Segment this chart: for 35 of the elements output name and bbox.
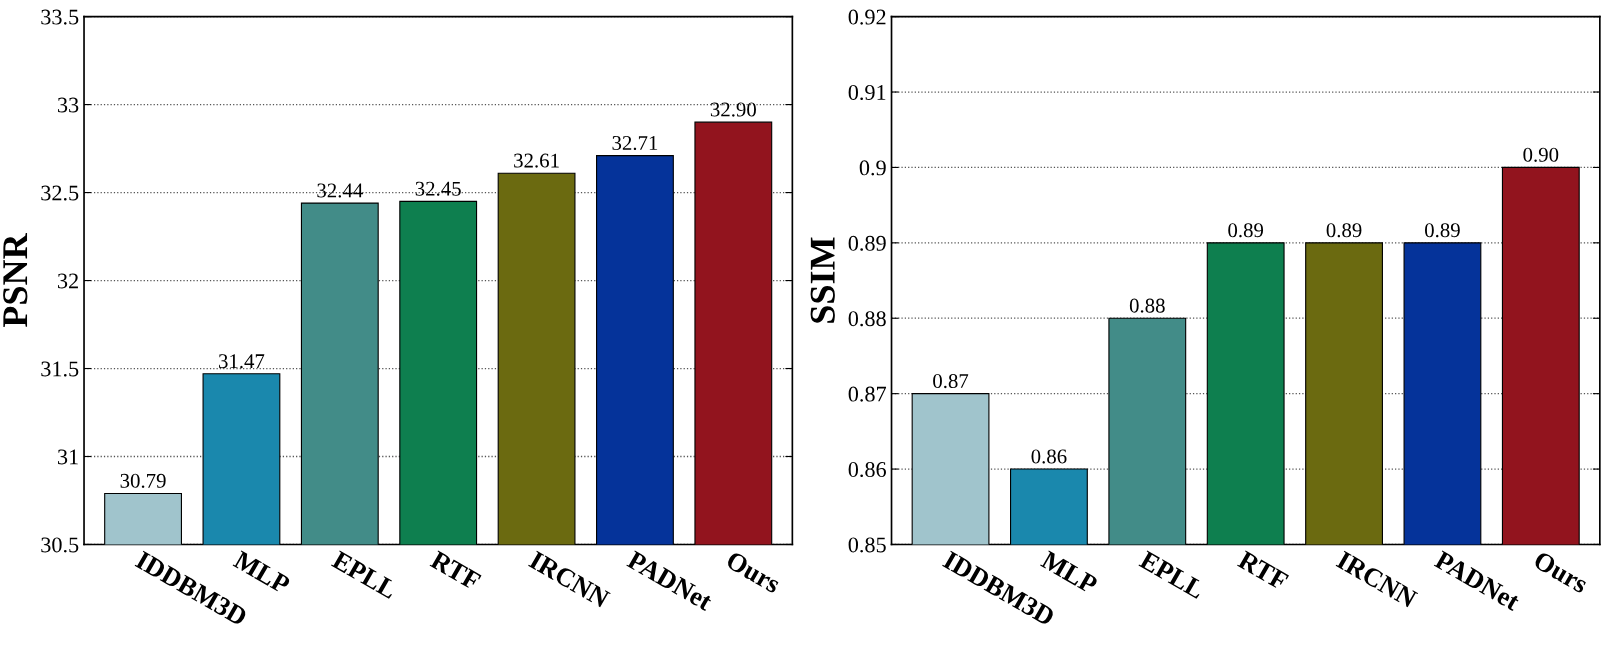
data-label: 0.88 [1129,298,1165,313]
y-tick-label: 0.86 [848,462,886,478]
x-tick-label: Ours [725,550,782,594]
y-tick-label: 32.5 [41,185,79,201]
x-tick-label: Ours [1532,550,1590,594]
y-tick-label: 31 [58,449,78,465]
x-tick-label: RTF [1236,550,1289,591]
y-tick-label: 31.5 [41,361,79,377]
data-label: 0.89 [1326,223,1362,238]
y-tick-label: 33.5 [41,9,79,25]
data-label: 32.45 [415,181,461,196]
data-label: 30.79 [120,473,166,488]
y-tick-label: 30.5 [41,537,79,553]
data-label: 32.71 [612,135,658,151]
y-tick-label: 0.88 [848,311,886,327]
data-label: 0.90 [1523,147,1559,162]
data-label: 31.47 [219,354,265,369]
y-tick-label: 0.91 [848,84,886,101]
y-tick-label: 0.89 [848,235,886,251]
data-label: 32.90 [710,102,756,117]
data-label: 0.87 [933,373,969,389]
data-label: 0.89 [1425,223,1460,238]
y-tick-label: 0.9 [859,160,886,176]
y-tick-label: 0.87 [848,386,887,402]
y-tick-label: 32 [58,273,78,289]
y-tick-label: 0.92 [848,9,886,25]
y-tick-label: 33 [58,97,79,113]
x-tick-label: RTF [429,550,482,591]
y-axis-title: PSNR [3,233,28,328]
data-label: 0.86 [1031,449,1067,464]
y-tick-label: 0.85 [848,537,886,553]
data-label: 32.61 [514,153,559,168]
data-label: 32.44 [317,183,363,198]
y-axis-title: SSIM [810,237,835,323]
data-label: 0.89 [1228,223,1264,238]
